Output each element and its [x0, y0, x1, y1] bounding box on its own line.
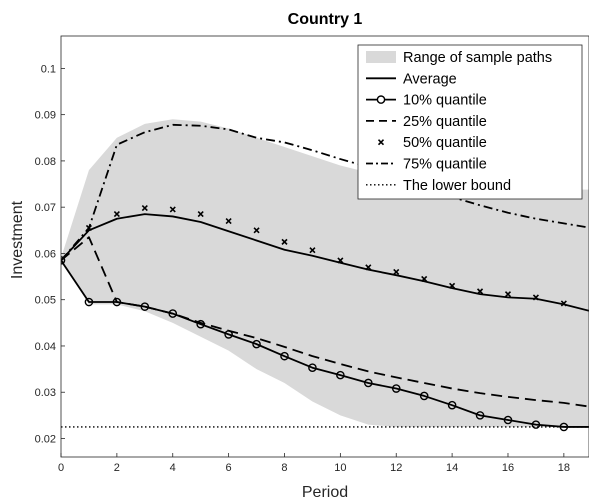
x-axis-ticks: 0 2 4 6 8 10 12 14 16 18 [58, 453, 570, 474]
legend-label: 10% quantile [403, 93, 487, 109]
median-marker-stroke [309, 247, 316, 254]
quantile10-marker [419, 391, 429, 401]
axes-box [60, 35, 589, 458]
legend-label: Average [403, 71, 457, 87]
legend-label: 25% quantile [403, 114, 487, 130]
legend-label: Range of sample paths [403, 50, 552, 66]
median-marker-stroke [141, 205, 148, 212]
median-marker-stroke [225, 217, 232, 225]
legend-swatch-range [366, 51, 396, 63]
median-marker [141, 205, 148, 212]
quantile10-marker [84, 297, 94, 307]
median-marker [560, 300, 567, 307]
x-tick-label: 10 [334, 462, 346, 474]
x-axis-label: Period [302, 484, 348, 501]
median-marker-stroke [253, 227, 260, 234]
series-line-25-quantile [61, 236, 589, 408]
median-marker [225, 217, 232, 225]
quantile10-marker [447, 400, 457, 410]
median-marker [532, 294, 539, 301]
y-tick-label: 0.05 [35, 295, 56, 307]
median-marker-stroke [421, 275, 428, 282]
median-marker-stroke [476, 288, 484, 295]
median-marker-stroke [365, 264, 372, 271]
y-axis-ticks: 0.02 0.03 0.04 0.05 0.06 0.07 0.08 0.09 0.1 [35, 63, 65, 445]
x-tick-label: 14 [446, 462, 458, 474]
legend-swatch-circle [376, 95, 386, 104]
median-marker-stroke [532, 294, 539, 301]
median-marker [504, 291, 512, 298]
median-marker [309, 247, 316, 254]
legend-label: The lower bound [403, 178, 511, 194]
y-tick-label: 0.04 [35, 341, 56, 353]
median-marker [281, 238, 288, 245]
y-tick-label: 0.03 [35, 387, 56, 399]
x-tick-label: 4 [170, 462, 176, 474]
y-axis-label: Investment [9, 200, 26, 279]
legend-label: 75% quantile [403, 157, 487, 173]
median-marker-stroke [61, 259, 65, 264]
y-tick-label: 0.08 [35, 156, 56, 168]
x-tick-label: 2 [114, 462, 120, 474]
median-marker-stroke [393, 268, 400, 276]
series-line-75-quantile [61, 123, 589, 261]
quantile10-marker [364, 378, 373, 388]
quantile10-marker [531, 420, 541, 429]
quantile10-marker [336, 370, 345, 380]
median-marker [393, 268, 400, 276]
x-tick-label: 16 [502, 462, 514, 474]
series-line-average [61, 213, 589, 312]
quantile10-marker [280, 351, 289, 361]
median-marker [365, 264, 372, 271]
legend-swatch-median [377, 139, 385, 146]
median-marker [421, 275, 428, 282]
median-marker-stroke [337, 257, 344, 264]
y-tick-label: 0.07 [35, 202, 56, 214]
x-tick-label: 12 [390, 462, 402, 474]
quantile10-marker [308, 363, 317, 373]
median-marker [337, 257, 344, 264]
legend-box [357, 44, 583, 200]
quantile10-marker [475, 411, 485, 420]
y-tick-label: 0.06 [35, 248, 56, 260]
x-tick-label: 18 [558, 462, 570, 474]
chart-title: Country 1 [288, 11, 363, 28]
x-tick-label: 8 [281, 462, 287, 474]
x-tick-label: 0 [58, 462, 64, 474]
median-marker [476, 288, 484, 295]
median-marker-stroke [197, 211, 204, 218]
median-marker-stroke [281, 238, 288, 245]
quantile10-marker [252, 339, 261, 349]
y-tick-label: 0.02 [35, 433, 56, 445]
y-tick-label: 0.09 [35, 110, 56, 122]
x-tick-label: 6 [226, 462, 232, 474]
median-marker-stroke [449, 282, 456, 289]
median-marker [197, 211, 204, 218]
median-marker [113, 211, 120, 218]
median-marker [449, 282, 456, 289]
median-marker [169, 206, 176, 213]
median-marker [253, 227, 260, 234]
median-marker-stroke [504, 291, 512, 298]
median-marker-stroke [169, 206, 176, 213]
quantile10-marker [391, 384, 401, 393]
y-tick-label: 0.1 [41, 63, 56, 75]
legend: Range of sample paths Average 10% quantile… [357, 44, 583, 200]
median-marker-stroke [560, 300, 567, 307]
median-marker-stroke [113, 211, 120, 218]
quantile10-marker [559, 422, 569, 432]
legend-label: 50% quantile [403, 135, 487, 151]
quantile10-marker [503, 415, 513, 425]
